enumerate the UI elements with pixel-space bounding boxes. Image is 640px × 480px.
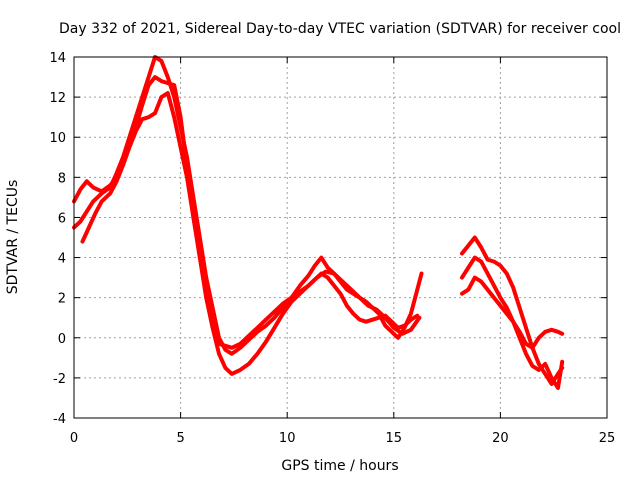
plot-frame [73, 56, 608, 419]
y-tick-label: 2 [58, 292, 66, 307]
x-axis-label: GPS time / hours [281, 458, 398, 474]
series-trace-6 [460, 275, 565, 350]
y-tick-label: 8 [58, 171, 66, 186]
y-tick-label: 14 [49, 51, 66, 66]
x-tick-label: 20 [492, 431, 509, 446]
y-tick-label: -4 [53, 412, 66, 427]
x-tick-label: 15 [386, 431, 403, 446]
x-tick-label: 0 [70, 431, 78, 446]
series-trace-1 [72, 55, 424, 356]
y-tick-label: 12 [49, 91, 66, 106]
axis-ticks: 0 5 10 15 20 25 -4 -2 0 2 4 6 8 10 12 14 [49, 51, 615, 446]
chart-title: Day 332 of 2021, Sidereal Day-to-day VTE… [59, 21, 621, 37]
x-tick-label: 10 [279, 431, 296, 446]
y-tick-label: 4 [58, 252, 66, 267]
x-tick-label: 25 [599, 431, 616, 446]
y-tick-label: 0 [58, 332, 66, 347]
y-axis-label: SDTVAR / TECUs [5, 180, 21, 295]
series-trace-3 [80, 91, 422, 350]
plot-area [72, 55, 565, 390]
x-tick-label: 5 [176, 431, 184, 446]
y-tick-label: 10 [49, 131, 66, 146]
series-trace-2 [72, 75, 420, 376]
y-tick-label: 6 [58, 211, 66, 226]
y-tick-label: -2 [53, 372, 66, 387]
series-trace-4 [460, 235, 565, 386]
